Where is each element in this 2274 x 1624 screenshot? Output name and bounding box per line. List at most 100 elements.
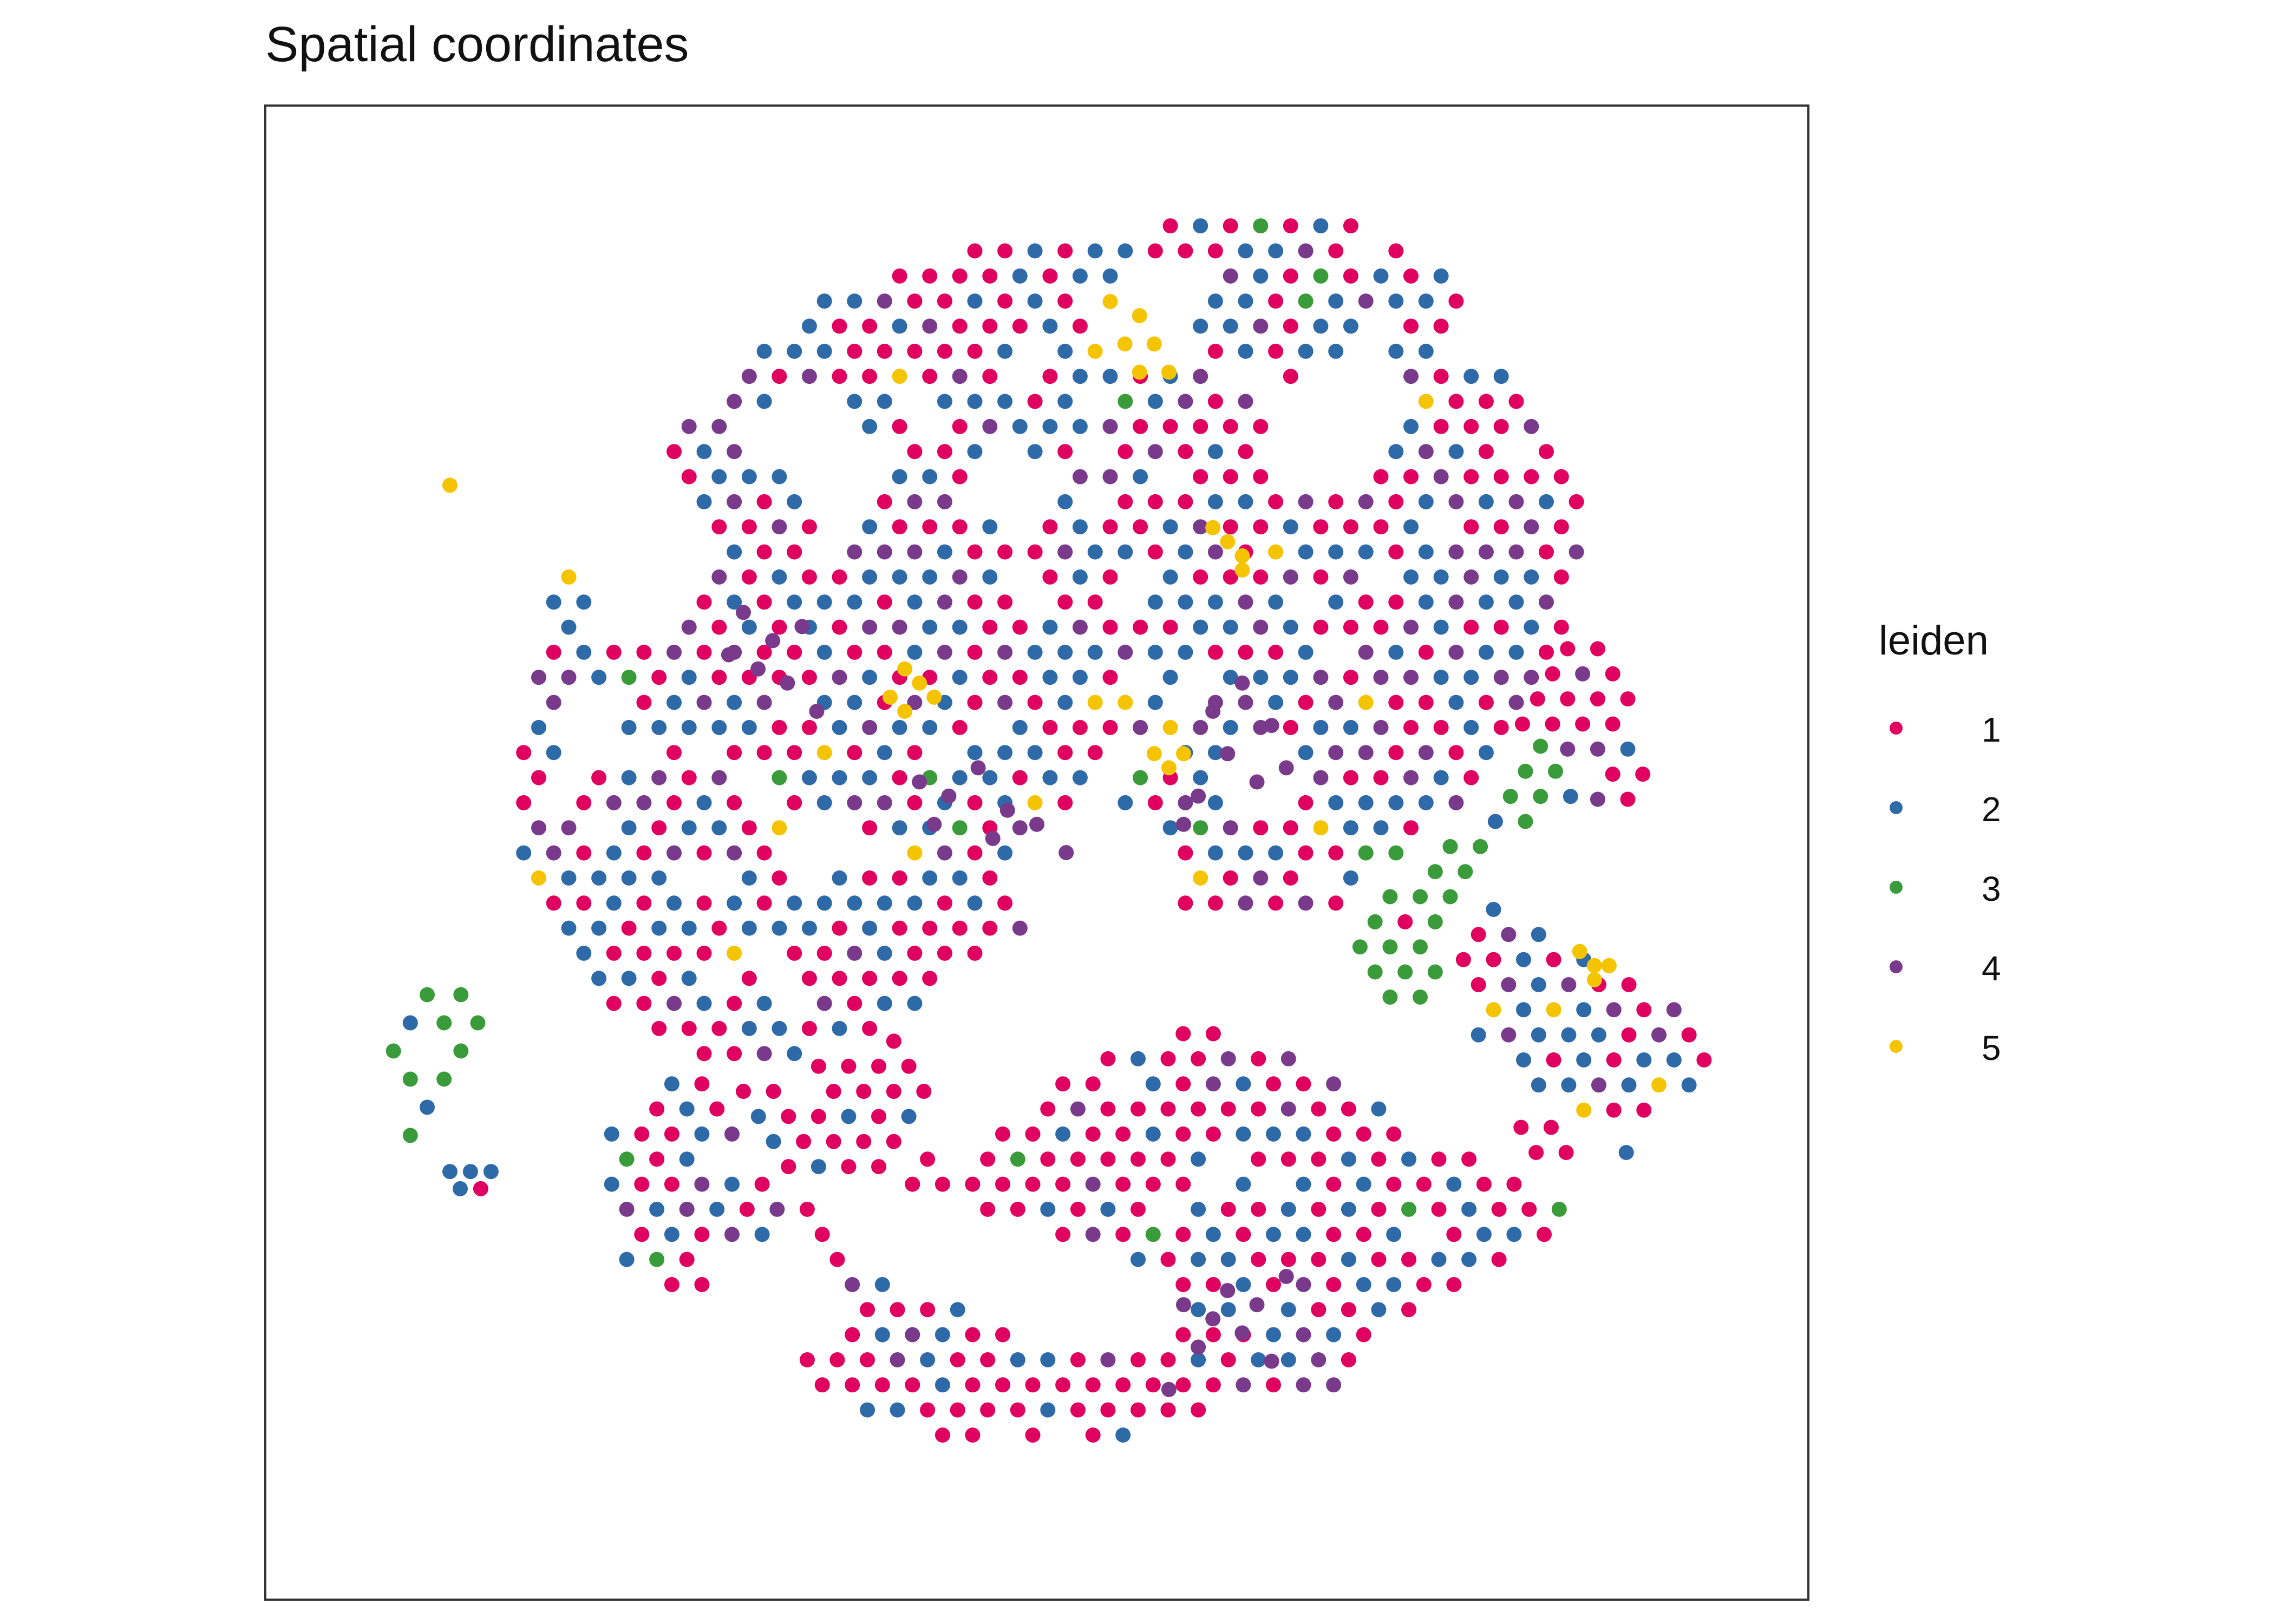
scatter-point-cluster-1 [766,1084,781,1099]
scatter-point-cluster-3 [1118,394,1133,409]
scatter-point-cluster-1 [801,569,817,585]
scatter-point-cluster-1 [1085,1076,1101,1092]
scatter-point-cluster-1 [651,670,667,685]
scatter-point-cluster-2 [1223,670,1238,685]
scatter-point-cluster-2 [1373,268,1389,284]
scatter-point-cluster-4 [727,494,742,509]
scatter-point-cluster-1 [1191,1051,1206,1066]
scatter-point-cluster-4 [1590,791,1605,807]
scatter-point-cluster-1 [636,695,652,710]
scatter-point-cluster-2 [1057,343,1073,359]
scatter-point-cluster-1 [1131,1151,1146,1167]
scatter-point-cluster-1 [1373,469,1389,484]
scatter-point-cluster-4 [877,795,892,810]
scatter-point-cluster-1 [1463,519,1479,535]
scatter-point-cluster-5 [926,689,942,705]
scatter-point-cluster-2 [1220,1302,1236,1318]
scatter-point-cluster-1 [1403,268,1419,284]
scatter-point-cluster-1 [1057,243,1073,259]
scatter-point-cluster-1 [1605,666,1620,682]
scatter-point-cluster-1 [636,996,652,1011]
scatter-point-cluster-4 [636,795,652,810]
scatter-point-cluster-2 [651,870,667,886]
scatter-point-cluster-1 [801,719,817,735]
scatter-point-cluster-1 [841,1058,857,1074]
scatter-point-cluster-3 [1382,889,1398,905]
scatter-point-cluster-1 [666,795,682,810]
scatter-point-cluster-2 [832,719,847,735]
scatter-point-cluster-1 [1220,1201,1236,1217]
scatter-point-cluster-1 [1416,1277,1432,1292]
scatter-point-cluster-2 [651,920,667,936]
scatter-point-cluster-3 [1388,845,1404,861]
scatter-point-cluster-1 [1207,394,1223,409]
scatter-point-cluster-2 [982,519,998,535]
scatter-point-cluster-4 [531,670,546,685]
scatter-point-cluster-1 [1298,695,1314,710]
scatter-point-cluster-2 [766,1134,781,1149]
scatter-point-cluster-4 [1463,569,1479,585]
scatter-point-cluster-4 [862,719,878,735]
scatter-point-cluster-2 [727,594,742,610]
scatter-point-cluster-1 [1010,1402,1025,1418]
scatter-point-cluster-2 [576,594,592,610]
scatter-point-cluster-1 [1085,1427,1101,1443]
scatter-point-cluster-1 [1133,418,1148,434]
scatter-point-cluster-2 [1072,369,1088,384]
scatter-point-cluster-2 [1326,1327,1342,1343]
scatter-point-cluster-1 [1491,1252,1507,1267]
scatter-point-cluster-4 [1220,746,1236,762]
scatter-point-cluster-4 [937,494,952,509]
scatter-point-cluster-4 [666,644,682,660]
scatter-point-cluster-1 [892,519,907,535]
scatter-point-cluster-5 [1601,958,1617,973]
scatter-point-cluster-1 [696,644,712,660]
scatter-point-cluster-2 [1433,670,1449,685]
scatter-point-cluster-1 [756,745,772,761]
scatter-point-cluster-1 [1160,1402,1176,1418]
scatter-point-cluster-1 [1283,318,1298,334]
scatter-point-cluster-1 [1448,394,1464,409]
scatter-point-cluster-1 [1191,1101,1206,1117]
scatter-point-cluster-1 [1328,243,1344,259]
scatter-point-cluster-3 [402,1128,418,1143]
scatter-point-cluster-1 [1102,519,1118,535]
scatter-point-cluster-2 [877,745,892,761]
scatter-point-cluster-1 [1448,745,1464,761]
scatter-point-cluster-1 [1025,1377,1041,1393]
scatter-point-cluster-1 [1025,1126,1041,1142]
scatter-point-cluster-2 [935,1377,950,1393]
scatter-point-cluster-2 [1524,569,1539,585]
scatter-point-cluster-1 [1162,619,1178,635]
scatter-point-cluster-4 [1591,1077,1606,1093]
scatter-point-cluster-3 [621,670,637,685]
scatter-point-cluster-1 [756,594,772,610]
scatter-point-cluster-2 [922,719,938,735]
scatter-point-cluster-3 [1352,939,1368,955]
scatter-point-cluster-1 [1343,770,1358,785]
scatter-point-cluster-4 [1328,745,1344,761]
scatter-point-cluster-2 [1072,418,1088,434]
scatter-point-cluster-1 [781,1109,796,1124]
scatter-point-cluster-1 [651,971,667,986]
scatter-point-cluster-2 [1358,795,1374,810]
scatter-point-cluster-3 [1551,1201,1567,1217]
scatter-point-cluster-1 [516,745,532,761]
scatter-point-cluster-2 [1012,268,1028,284]
scatter-point-cluster-1 [1268,494,1284,509]
scatter-point-cluster-1 [922,268,938,284]
scatter-point-cluster-3 [1367,964,1383,980]
scatter-point-cluster-1 [1493,418,1509,434]
scatter-point-cluster-4 [1072,469,1088,484]
scatter-point-cluster-1 [696,594,712,610]
scatter-point-cluster-1 [1102,619,1118,635]
scatter-point-cluster-4 [794,619,810,634]
scatter-point-cluster-1 [982,318,998,334]
scatter-point-cluster-3 [1010,1151,1025,1167]
scatter-point-cluster-2 [1057,644,1073,660]
scatter-point-cluster-1 [741,971,757,986]
scatter-point-cluster-2 [1298,644,1314,660]
scatter-point-cluster-2 [591,870,607,886]
scatter-point-cluster-3 [1413,989,1428,1005]
scatter-point-cluster-2 [1328,594,1344,610]
